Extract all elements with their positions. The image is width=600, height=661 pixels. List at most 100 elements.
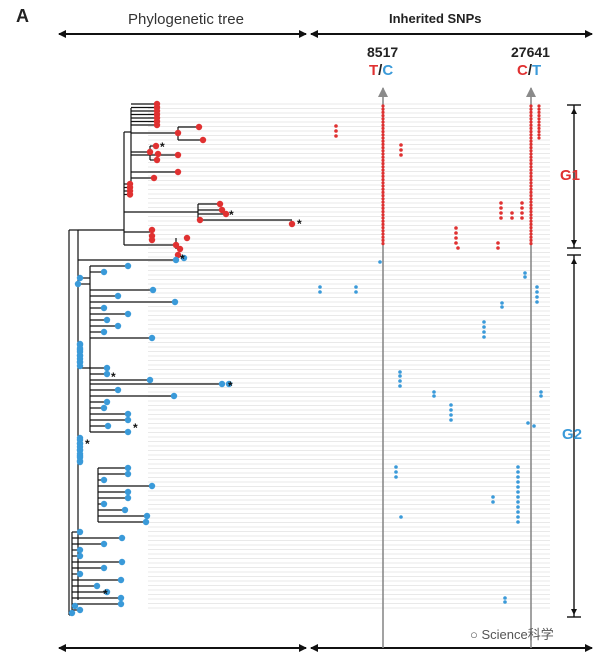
snp-dot [503,596,507,600]
snp-dot [510,211,514,215]
tree-tip [100,564,108,572]
tree-tip [222,210,230,218]
tree-tip [104,422,112,430]
tree-tip [103,588,111,596]
snp-dot [454,236,458,240]
snp-dot [529,216,533,220]
tree-tip [118,534,126,542]
tree-tip [76,528,84,536]
snp-dot [394,475,398,479]
snp-dot [381,168,385,172]
star-marker: * [229,208,234,222]
snp-dot [529,213,533,217]
snp-dot [535,290,539,294]
snp-dot [529,136,533,140]
snp-dot [399,153,403,157]
tree-tip [93,582,101,590]
snp-dot [529,232,533,236]
tree-tip [76,274,84,282]
tree-tip [199,136,207,144]
snp-dot [454,231,458,235]
snp-dot [529,174,533,178]
snp-dot [520,206,524,210]
section-arrows [58,30,593,652]
snp-dot [381,203,385,207]
star-marker: * [228,379,233,393]
tree-tip [103,316,111,324]
tree-tip [76,570,84,578]
snp-dot [537,133,541,137]
tree-tip [216,200,224,208]
snp-dot [491,495,495,499]
snp-dot [381,197,385,201]
tree-tip [100,540,108,548]
snp-dot [381,194,385,198]
tree-tip [114,292,122,300]
tree-tip [153,156,161,164]
tree-tip [124,262,132,270]
snp-dot [537,117,541,121]
snp-dot [394,465,398,469]
snp-dot [529,222,533,226]
tree-tip [149,286,157,294]
g2-bracket-arrowhead [571,609,577,615]
snp-dot [354,285,358,289]
star-marker: * [103,587,108,601]
tree-tip [288,220,296,228]
tree-tip [71,602,79,610]
snp-dot [456,246,460,250]
snp-dot [381,222,385,226]
snp-dot [516,470,520,474]
snp-dot [482,325,486,329]
snp-dot [454,241,458,245]
snp-dot [482,335,486,339]
snp-dot [491,500,495,504]
tree-tip [126,191,134,198]
tree-tip [114,386,122,394]
snp-dot [516,485,520,489]
snp-dot [381,114,385,118]
snp-dot [398,370,402,374]
star-marker: * [180,252,185,266]
snp-dot [354,290,358,294]
snp-dot [537,104,541,108]
snp-dot [381,206,385,210]
snp-dot [537,107,541,111]
tree-tip [154,150,162,158]
g1-bracket-arrowhead [571,108,577,114]
tree-tip [153,121,161,129]
tree-tip [180,254,188,262]
snp-dot [399,515,403,519]
tree-tip [174,251,182,259]
snp-dot [529,117,533,121]
tree-tip [100,500,108,508]
snp-dot [334,124,338,128]
tree-tip [174,151,182,159]
g2-bracket-arrowhead [571,258,577,264]
snp-dot [520,211,524,215]
snp-dot [381,174,385,178]
snp-dot [381,171,385,175]
snp-dot [529,149,533,153]
tree-tip [124,410,132,418]
snp-dot [381,187,385,191]
tree-tip [152,142,160,150]
tree-tip [114,322,122,330]
tree-tip [225,380,233,388]
snp-dot [394,470,398,474]
snp-dot [529,171,533,175]
snp-dot [381,219,385,223]
snp-dot [537,123,541,127]
tree-tip [117,576,125,584]
snp-dot [381,146,385,150]
snp-dot [381,152,385,156]
snp-dot [381,117,385,121]
snp-dot [516,520,520,524]
snp-dot [482,320,486,324]
tree-tip [148,334,156,342]
star-marker: * [111,370,116,384]
tree-tip [76,552,84,560]
snp-dot [378,260,382,264]
snp-dot [529,187,533,191]
star-marker: * [133,421,138,435]
